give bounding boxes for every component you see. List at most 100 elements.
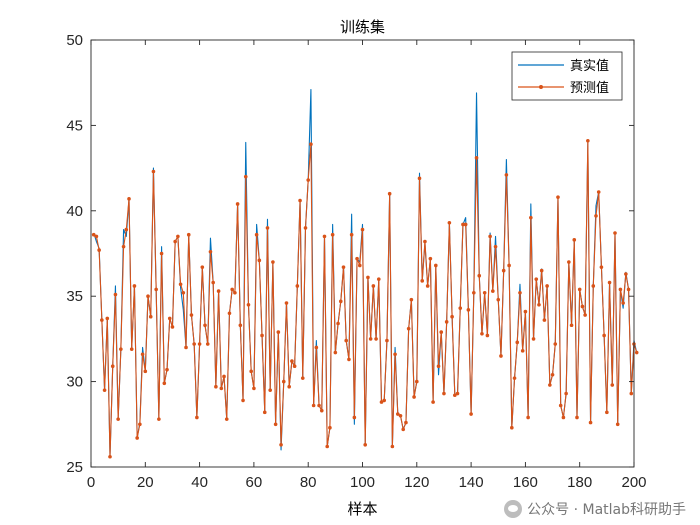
data-point (154, 287, 158, 292)
data-point (385, 338, 389, 343)
data-point (480, 331, 484, 336)
data-point (515, 340, 520, 345)
data-point (233, 290, 237, 295)
data-point (276, 330, 281, 334)
data-point (626, 287, 631, 292)
data-point (556, 195, 560, 199)
data-point (477, 273, 482, 278)
data-point (243, 174, 248, 179)
x-tick-label: 100 (350, 474, 375, 491)
data-point (347, 357, 351, 362)
data-point (491, 289, 495, 293)
y-axis: 25 30 35 40 45 50 (66, 32, 634, 476)
data-point (284, 301, 289, 305)
data-point (197, 342, 202, 346)
data-point (537, 302, 541, 307)
data-point (434, 263, 438, 268)
data-point (192, 342, 196, 346)
data-point (281, 379, 286, 384)
data-point (428, 256, 433, 261)
data-point (108, 454, 112, 459)
data-point (567, 260, 571, 264)
data-point (140, 352, 145, 357)
data-point (178, 282, 183, 287)
data-point (352, 415, 357, 420)
data-point (116, 417, 120, 421)
data-point (531, 337, 536, 341)
data-point (374, 337, 378, 341)
data-point (314, 345, 319, 350)
data-point (412, 395, 416, 399)
data-point (458, 306, 463, 310)
data-point (472, 290, 476, 295)
data-point (121, 244, 126, 249)
data-point (317, 403, 321, 408)
data-point (357, 263, 362, 268)
data-point (564, 391, 568, 396)
data-point (360, 227, 365, 232)
data-point (618, 287, 623, 292)
data-point (558, 403, 563, 408)
data-point (268, 388, 272, 392)
data-point (159, 251, 164, 256)
legend-box (511, 51, 623, 101)
plot-area (90, 39, 639, 468)
data-point (119, 347, 123, 351)
data-point (333, 350, 338, 355)
data-point (309, 142, 313, 146)
data-point (113, 292, 118, 297)
data-point (376, 277, 381, 281)
data-point (306, 178, 311, 182)
data-point (224, 417, 229, 421)
x-tick-label: 200 (621, 474, 646, 491)
data-point (200, 265, 205, 269)
data-point (300, 376, 305, 380)
data-point (170, 325, 175, 329)
data-point (398, 413, 403, 418)
data-point (148, 314, 153, 319)
data-point (322, 234, 327, 239)
legend-item-1: 真实值 (518, 58, 609, 74)
x-tick-label: 160 (513, 474, 538, 491)
wechat-icon (504, 500, 523, 518)
data-point (273, 422, 278, 427)
y-tick-label: 50 (66, 32, 83, 49)
data-point (496, 297, 501, 302)
chart-title: 训练集 (340, 18, 385, 36)
data-point (439, 330, 444, 334)
data-point (512, 376, 517, 380)
data-point (241, 398, 245, 403)
data-point (151, 169, 156, 174)
data-point (138, 422, 142, 427)
y-tick-label: 45 (66, 117, 83, 134)
data-point (529, 215, 533, 220)
watermark-text: 公众号 · Matlab科研助手 (527, 502, 686, 518)
data-point (100, 318, 104, 322)
data-point (290, 359, 294, 363)
data-point (520, 349, 525, 353)
data-point (583, 313, 587, 317)
data-point (279, 443, 283, 447)
data-point (621, 301, 625, 305)
data-point (97, 248, 101, 252)
data-point (176, 234, 180, 239)
x-axis-label: 样本 (347, 500, 377, 518)
x-tick-label: 120 (404, 474, 429, 491)
data-point (436, 364, 441, 369)
x-axis: 0 20 40 60 80 100 120 140 160 180 200 (87, 40, 647, 491)
data-point (575, 415, 579, 420)
data-point (238, 323, 243, 328)
data-point (366, 275, 370, 280)
data-point (493, 244, 498, 249)
data-point (165, 367, 169, 372)
data-point (214, 384, 218, 389)
data-point (610, 383, 615, 387)
data-point (423, 239, 427, 244)
watermark: 公众号 · Matlab科研助手 (504, 499, 686, 519)
data-point (162, 381, 167, 386)
data-point (504, 173, 509, 177)
data-point (203, 323, 207, 328)
data-point (485, 333, 490, 338)
data-point (181, 290, 186, 295)
